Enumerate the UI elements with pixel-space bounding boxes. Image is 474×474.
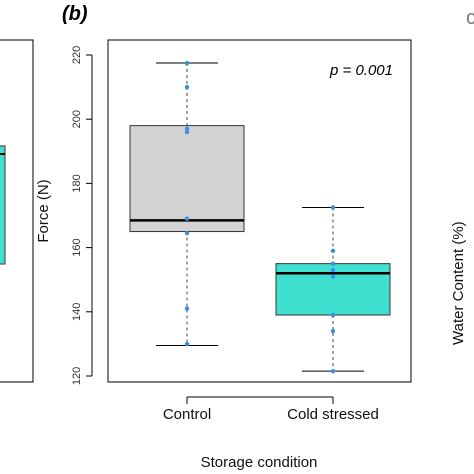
x-axis: Control Cold stressed bbox=[163, 396, 379, 423]
x-tick-label: Control bbox=[163, 406, 211, 423]
y-axis-label: Force (N) bbox=[35, 179, 52, 242]
data-point bbox=[330, 328, 336, 334]
y-tick-label: 200 bbox=[71, 110, 83, 128]
plot-frame bbox=[107, 39, 412, 383]
data-point bbox=[184, 341, 190, 347]
data-point bbox=[330, 261, 336, 266]
y-tick-label: 160 bbox=[71, 238, 83, 256]
data-point bbox=[330, 368, 336, 374]
p-value-annotation: p = 0.001 bbox=[329, 62, 393, 79]
x-tick-label: Cold stressed bbox=[287, 406, 379, 423]
panel-label: (b) bbox=[62, 3, 88, 25]
data-point bbox=[330, 312, 336, 318]
data-point bbox=[184, 84, 190, 90]
data-point bbox=[330, 248, 336, 254]
iqr-box bbox=[129, 125, 245, 233]
x-axis-label: Storage condition bbox=[201, 454, 318, 471]
data-point bbox=[184, 60, 190, 66]
box-control bbox=[129, 60, 245, 347]
y-tick-label: 140 bbox=[71, 303, 83, 321]
right-panel-ylabel: Water Content (%) bbox=[450, 221, 467, 345]
data-point bbox=[184, 306, 190, 311]
data-point bbox=[330, 205, 336, 210]
data-point bbox=[184, 216, 190, 221]
data-point bbox=[330, 274, 336, 279]
boxes bbox=[129, 60, 391, 374]
data-point bbox=[184, 126, 190, 132]
data-point bbox=[184, 230, 190, 236]
y-tick-label: 120 bbox=[71, 367, 83, 385]
data-point bbox=[330, 267, 336, 273]
box-cold-stressed bbox=[275, 205, 391, 374]
y-axis: 120 140 160 180 200 220 bbox=[71, 46, 93, 385]
right-panel-corner-glyph: c bbox=[466, 7, 474, 29]
left-panel-frame bbox=[0, 39, 34, 383]
y-tick-label: 220 bbox=[71, 46, 83, 64]
y-tick-label: 180 bbox=[71, 174, 83, 192]
left-panel-box-fragment bbox=[0, 145, 6, 265]
data-point bbox=[184, 129, 190, 135]
